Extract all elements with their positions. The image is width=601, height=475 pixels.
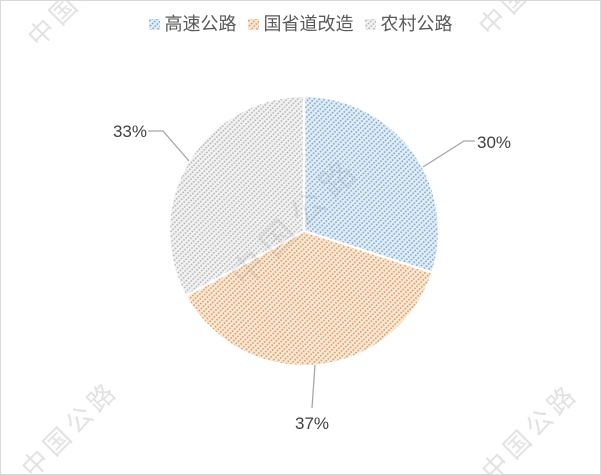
legend-swatch-orange-hatch-icon (247, 18, 259, 30)
leader-line-national-provincial-road (311, 364, 316, 409)
legend-item-expressway: 高速公路 (148, 14, 237, 34)
legend-label: 高速公路 (164, 14, 237, 34)
data-label-expressway: 30% (477, 133, 511, 152)
legend-item-national-provincial-road: 国省道改造 (247, 14, 354, 34)
data-label-rural-road: 33% (113, 122, 147, 141)
pie-slice-national-provincial-road (184, 229, 434, 368)
legend-label: 国省道改造 (263, 14, 354, 34)
legend-item-rural-road: 农村公路 (364, 14, 453, 34)
legend-swatch-blue-hatch-icon (148, 18, 160, 30)
leader-line-rural-road (148, 130, 190, 162)
chart-legend: 高速公路 国省道改造 农村公路 (1, 15, 600, 33)
pie-slice-expressway (302, 94, 441, 274)
legend-swatch-gray-hatch-icon (364, 18, 376, 30)
pie-slice-rural-road (167, 94, 306, 298)
data-label-national-provincial-road: 37% (295, 414, 329, 433)
leader-line-expressway (422, 140, 475, 168)
legend-label: 农村公路 (380, 14, 453, 34)
